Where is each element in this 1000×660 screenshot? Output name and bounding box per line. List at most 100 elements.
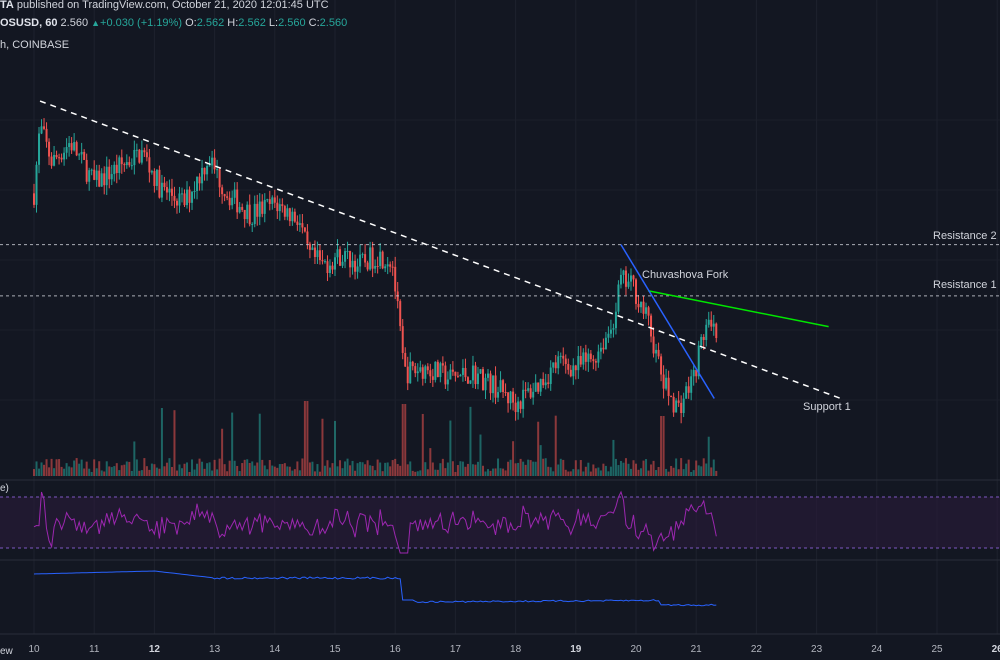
candle-body	[675, 400, 678, 413]
volume-bar	[366, 460, 369, 476]
candle-body	[537, 382, 540, 392]
volume-bar	[401, 404, 404, 476]
candle-body	[261, 201, 264, 214]
volume-bar	[652, 460, 655, 476]
volume-bar	[268, 460, 271, 476]
volume-bar	[647, 470, 650, 476]
candle-body	[522, 389, 525, 409]
candle-body	[617, 284, 620, 312]
candle-body	[665, 377, 668, 389]
candle-body	[115, 164, 118, 173]
candle-body	[180, 193, 183, 195]
candle-body	[238, 207, 241, 213]
candle-body	[135, 149, 138, 151]
volume-bar	[108, 466, 111, 476]
volume-bar	[306, 401, 309, 476]
candle-body	[296, 221, 299, 225]
candle-body	[58, 157, 61, 159]
candle-body	[346, 251, 349, 253]
last-price: 2.560	[60, 17, 89, 29]
volume-bar	[592, 464, 595, 476]
volume-bar	[707, 436, 710, 476]
x-tick-label: 25	[931, 644, 943, 655]
volume-bar	[389, 466, 392, 476]
candle-body	[499, 380, 502, 393]
candle-body	[263, 199, 266, 214]
candle-body	[321, 260, 324, 262]
candle-body	[178, 193, 181, 206]
volume-bar	[228, 460, 231, 476]
volume-bar	[193, 469, 196, 476]
candle-body	[476, 373, 479, 385]
candle-body	[336, 249, 339, 258]
high-value: 2.562	[238, 17, 266, 29]
rsi-line	[33, 490, 717, 554]
candle-body	[273, 197, 276, 203]
volume-bar	[519, 458, 522, 476]
volume-bar	[90, 471, 93, 476]
volume-bar	[78, 463, 81, 476]
volume-bar	[554, 415, 557, 476]
volume-bar	[351, 460, 354, 476]
candle-body	[527, 388, 530, 391]
candle-body	[233, 189, 236, 198]
volume-bar	[514, 463, 517, 476]
volume-bar	[100, 470, 103, 476]
obv-pane	[0, 559, 1000, 607]
volume-bar	[642, 460, 645, 476]
low-value: 2.560	[278, 17, 306, 29]
candle-body	[288, 208, 291, 222]
candle-body	[685, 386, 688, 399]
candle-body	[627, 281, 630, 287]
candle-body	[191, 191, 194, 203]
volume-bar	[293, 469, 296, 476]
candle-body	[489, 373, 492, 394]
volume-bar	[391, 460, 394, 476]
candle-body	[587, 353, 590, 362]
volume-bar	[667, 471, 670, 476]
fork-label: Chuvashova Fork	[642, 269, 729, 281]
candle-body	[90, 169, 93, 171]
volume-bar	[158, 468, 161, 476]
candle-body	[487, 373, 490, 378]
volume-bar	[675, 458, 678, 476]
candle-body	[401, 326, 404, 353]
candle-body	[687, 386, 690, 393]
volume-bar	[173, 410, 176, 476]
volume-bar	[547, 466, 550, 476]
volume-bar	[635, 463, 637, 476]
candle-body	[479, 369, 482, 374]
candle-body	[226, 196, 229, 198]
candle-body	[379, 251, 382, 267]
bottom-label: ew	[0, 646, 13, 657]
candle-body	[389, 264, 392, 267]
volume-bar	[690, 471, 693, 476]
candle-body	[464, 367, 467, 378]
candle-body	[700, 336, 703, 346]
volume-bar	[499, 468, 502, 476]
candle-body	[469, 380, 472, 384]
candle-body	[140, 150, 143, 163]
volume-bar	[256, 462, 259, 476]
volume-bar	[33, 469, 35, 476]
candle-body	[441, 363, 444, 366]
volume-bar	[416, 471, 419, 476]
rsi-pane	[0, 479, 1000, 554]
candle-body	[431, 376, 434, 380]
candle-body	[690, 376, 693, 393]
candle-body	[569, 369, 572, 377]
volume-bar	[622, 462, 625, 476]
volume-bar	[574, 460, 577, 476]
volume-bar	[211, 470, 214, 476]
volume-bar	[459, 461, 462, 476]
candle-body	[680, 402, 683, 414]
candle-body	[509, 391, 512, 404]
volume-bar	[489, 470, 492, 476]
symbol-label: OSUSD, 60	[0, 17, 58, 29]
volume-bar	[497, 458, 500, 476]
source-label: h, COINBASE	[0, 39, 70, 51]
volume-bar	[705, 463, 708, 476]
candle-body	[454, 371, 457, 376]
volume-bar	[246, 459, 249, 476]
candle-body	[361, 254, 364, 256]
